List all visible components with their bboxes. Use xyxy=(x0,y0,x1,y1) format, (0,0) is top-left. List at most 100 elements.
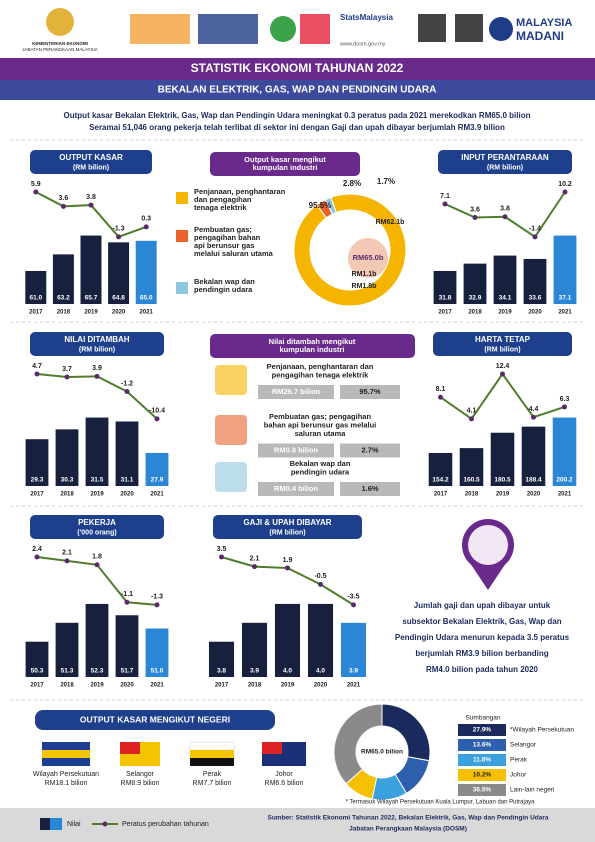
chart-title: HARTA TETAP xyxy=(475,335,531,344)
bar xyxy=(274,603,301,677)
line-label: 6.3 xyxy=(560,396,570,403)
item-label: bahan api berunsur gas melalui xyxy=(264,420,377,429)
bar xyxy=(85,603,109,677)
item-label: pengagihan tenaga elektrik xyxy=(272,370,370,379)
line-point xyxy=(438,394,443,400)
share: 1.6% xyxy=(361,484,378,493)
line-point xyxy=(64,374,70,380)
line-label: 4.4 xyxy=(529,406,539,413)
line-point xyxy=(532,234,538,240)
bar xyxy=(145,628,169,677)
donut-segment xyxy=(324,196,337,215)
value-label: 2.8% xyxy=(343,179,361,188)
amount-box xyxy=(258,385,334,399)
legend-label: Selangor xyxy=(510,742,537,749)
brand: StatsMalaysia xyxy=(340,13,393,22)
footer xyxy=(0,808,595,842)
bar xyxy=(459,448,484,486)
line-point xyxy=(124,599,130,605)
x-tick-label: 2019 xyxy=(498,310,512,316)
amount-label: RM1.1b xyxy=(352,271,377,278)
line-label: -3.5 xyxy=(347,594,359,601)
bar-label: 50.3 xyxy=(31,668,44,675)
legend-value: 10.2% xyxy=(473,772,492,779)
bar-label: 33.6 xyxy=(529,295,542,302)
x-tick-label: 2021 xyxy=(150,683,164,689)
note-text: Jumlah gaji dan upah dibayar untuk xyxy=(414,601,551,610)
line-label: 3.6 xyxy=(470,206,480,213)
x-tick-label: 2019 xyxy=(496,492,510,498)
bar-label: 160.5 xyxy=(463,477,480,484)
logo xyxy=(300,14,330,44)
legend-label: api berunsur gas xyxy=(194,241,254,250)
bar-label: 52.3 xyxy=(91,668,104,675)
flag xyxy=(262,742,282,754)
madani-logo xyxy=(489,17,513,41)
amount-label: RM62.1b xyxy=(376,219,405,226)
bar-label: 32.9 xyxy=(469,295,482,302)
bar-label: 3.8 xyxy=(217,668,226,675)
line-label: 4.1 xyxy=(467,408,477,415)
bar xyxy=(553,235,577,304)
logo xyxy=(198,14,258,44)
bar xyxy=(490,432,515,486)
line-label: -1.3 xyxy=(113,226,125,233)
item-label: Penjanaan, penghantaran dan xyxy=(267,362,374,371)
state-name: Johor xyxy=(275,771,293,778)
line-label: 5.9 xyxy=(31,181,41,188)
x-tick-label: 2017 xyxy=(434,492,448,498)
value-label: 1.7% xyxy=(377,177,395,186)
line-label: 3.8 xyxy=(500,206,510,213)
line-point xyxy=(252,564,257,570)
x-tick-label: 2020 xyxy=(120,683,134,689)
x-tick-label: 2018 xyxy=(57,310,71,316)
bar-label: 64.8 xyxy=(112,295,125,302)
bar-label: 200.2 xyxy=(556,477,573,484)
section-title: kumpulan industri xyxy=(279,345,344,354)
state-amount: RM8.9 bilion xyxy=(121,780,160,787)
source: Sumber: Statistik Ekonomi Tahunan 2022, … xyxy=(267,815,548,822)
legend-label: pengagihan bahan xyxy=(194,233,261,242)
website: www.dosm.gov.my xyxy=(339,41,386,47)
item-label: saluran utama xyxy=(295,429,347,438)
bar-label: 51.7 xyxy=(121,668,134,675)
x-tick-label: 2017 xyxy=(30,683,44,689)
icon-people xyxy=(468,525,508,565)
line-point xyxy=(94,373,100,379)
bar-label: 30.3 xyxy=(61,477,74,484)
summary: Seramai 51,046 orang pekerja telah terli… xyxy=(89,123,505,132)
line-point xyxy=(318,581,323,587)
bar-label: 154.2 xyxy=(432,477,449,484)
bar xyxy=(25,641,49,677)
legend-dot xyxy=(102,821,108,827)
line-label: 0.3 xyxy=(141,216,151,223)
title-pill xyxy=(35,710,275,730)
title-pill xyxy=(433,332,572,356)
item-label: Pembuatan gas; pengagihan xyxy=(269,412,372,421)
bar xyxy=(108,242,130,304)
line-point xyxy=(154,416,160,422)
slogan: MADANI xyxy=(516,29,564,43)
line-point xyxy=(60,203,66,209)
bar xyxy=(80,235,102,304)
title-pill xyxy=(213,515,362,539)
line-point xyxy=(64,558,70,564)
line-point xyxy=(562,404,567,410)
line-label: -0.5 xyxy=(314,573,326,580)
note: * Termasuk Wilayah Persekutuan Kuala Lum… xyxy=(345,800,535,806)
bar xyxy=(340,622,367,677)
x-tick-label: 2017 xyxy=(29,310,43,316)
x-tick-label: 2020 xyxy=(112,310,126,316)
source: Jabatan Perangkaan Malaysia (DOSM) xyxy=(349,826,467,833)
amount: RM0.4 bilion xyxy=(274,484,319,493)
legend-value: 36.5% xyxy=(473,787,492,794)
total-label: RM65.0b xyxy=(353,253,384,262)
value-label: 95.5% xyxy=(309,201,332,210)
chart-title: OUTPUT KASAR xyxy=(59,153,123,162)
industry-icon xyxy=(215,365,247,395)
chart-title: PEKERJA xyxy=(78,518,116,527)
amount-box xyxy=(258,443,334,458)
legend-label: Johor xyxy=(510,772,527,779)
amount: RM26.7 bilion xyxy=(272,387,321,396)
